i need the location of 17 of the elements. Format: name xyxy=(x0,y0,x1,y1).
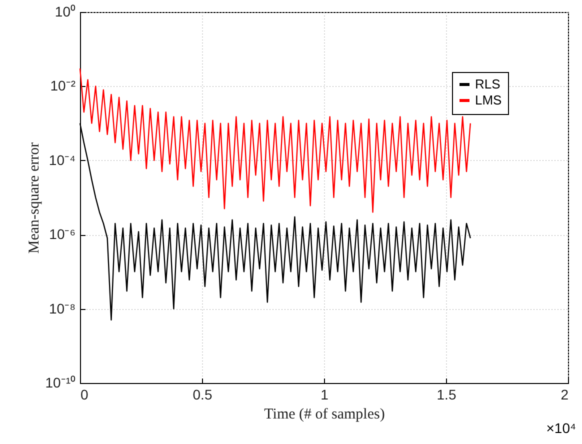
y-tick-label: 10⁻⁴ xyxy=(48,152,76,168)
legend-label: RLS xyxy=(475,76,501,92)
x-tick-label: 0.5 xyxy=(192,386,212,402)
y-tick-label: 10⁻² xyxy=(50,78,76,94)
line-series xyxy=(79,68,471,213)
x-tick-label: 0 xyxy=(80,386,88,402)
x-axis-title: Time (# of samples) xyxy=(264,406,385,422)
y-tick-label: 10⁰ xyxy=(54,4,76,20)
y-axis-title: Mean-square error xyxy=(26,142,42,254)
x-tick-label: 1 xyxy=(320,386,329,402)
y-tick-label: 10⁻⁸ xyxy=(49,300,76,316)
text: ×10⁴ xyxy=(546,420,576,436)
y-tick-label: 10⁻⁶ xyxy=(49,226,76,242)
x-tick-label: 1.5 xyxy=(436,386,456,402)
legend-label: LMS xyxy=(475,92,502,108)
x-tick-label: 2 xyxy=(560,386,569,402)
y-tick-label: 10⁻¹⁰ xyxy=(45,374,76,390)
